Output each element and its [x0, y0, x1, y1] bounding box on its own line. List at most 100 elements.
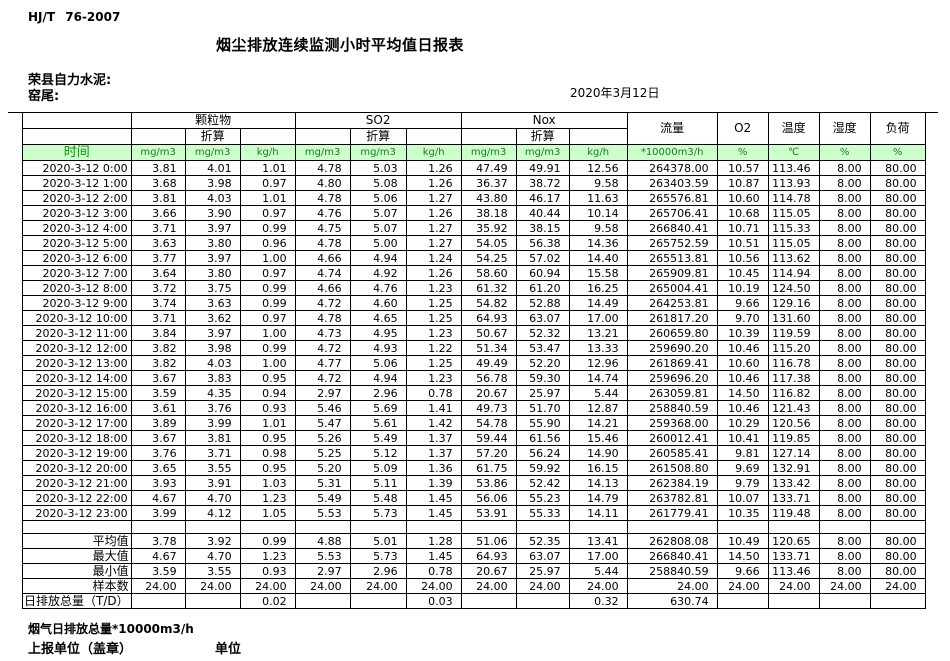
value-cell: 1.23: [405, 370, 462, 386]
value-cell: 5.53: [294, 505, 351, 521]
value-cell: 80.00: [869, 265, 926, 281]
value-cell: [818, 593, 871, 609]
value-cell: 259696.20: [626, 370, 718, 386]
unit-cell: mg/m3: [349, 144, 407, 161]
value-cell: 1.27: [405, 220, 462, 236]
value-cell: 4.73: [294, 325, 351, 341]
value-cell: 59.30: [515, 370, 570, 386]
value-cell: 5.73: [349, 548, 407, 564]
value-cell: 80.00: [869, 370, 926, 386]
value-cell: 17.00: [568, 310, 628, 326]
value-cell: 1.25: [405, 295, 462, 311]
value-cell: 1.03: [239, 475, 296, 491]
value-cell: 8.00: [818, 325, 871, 341]
time-cell: 2020-3-12 22:00: [22, 490, 132, 506]
time-cell: 2020-3-12 11:00: [22, 325, 132, 341]
value-cell: 10.46: [716, 400, 769, 416]
value-cell: 4.77: [294, 355, 351, 371]
value-cell: 80.00: [869, 490, 926, 506]
value-cell: 4.80: [294, 175, 351, 191]
value-cell: 259690.20: [626, 340, 718, 356]
value-cell: 15.58: [568, 265, 628, 281]
value-cell: 61.32: [460, 280, 517, 296]
value-cell: 36.37: [460, 175, 517, 191]
value-cell: 4.66: [294, 280, 351, 296]
value-cell: 258840.59: [626, 400, 718, 416]
value-cell: 56.78: [460, 370, 517, 386]
value-cell: 3.67: [130, 370, 186, 386]
reporting-unit-label: 上报单位（盖章）: [28, 642, 133, 657]
value-cell: 260585.41: [626, 445, 718, 461]
value-cell: 38.72: [515, 175, 570, 191]
value-cell: 56.38: [515, 235, 570, 251]
value-cell: 8.00: [818, 190, 871, 206]
unit-cell: mg/m3: [515, 144, 570, 161]
value-cell: 1.26: [405, 205, 462, 221]
value-cell: 15.46: [568, 430, 628, 446]
value-cell: 0.95: [239, 430, 296, 446]
summary-label: 平均值: [22, 533, 132, 549]
value-cell: 3.89: [130, 415, 186, 431]
table-row: 2020-3-12 1:00 3.68 3.98 0.97 4.80 5.08 1.26 36…: [22, 175, 926, 191]
value-cell: 3.81: [130, 160, 186, 176]
value-cell: 13.41: [568, 533, 628, 549]
value-cell: 61.75: [460, 460, 517, 476]
value-cell: 10.87: [716, 175, 769, 191]
value-cell: 4.70: [184, 548, 241, 564]
value-cell: 3.83: [184, 370, 241, 386]
value-cell: 8.00: [818, 505, 871, 521]
value-cell: 132.91: [767, 460, 820, 476]
value-cell: 8.00: [818, 475, 871, 491]
value-cell: 4.12: [184, 505, 241, 521]
value-cell: 3.82: [130, 340, 186, 356]
value-cell: 1.23: [405, 325, 462, 341]
time-cell: 2020-3-12 18:00: [22, 430, 132, 446]
value-cell: 3.99: [184, 415, 241, 431]
value-cell: 1.01: [239, 160, 296, 176]
value-cell: 3.71: [130, 220, 186, 236]
value-cell: 80.00: [869, 295, 926, 311]
value-cell: 0.99: [239, 295, 296, 311]
value-cell: 4.66: [294, 250, 351, 266]
value-cell: 54.25: [460, 250, 517, 266]
value-cell: 52.32: [515, 325, 570, 341]
value-cell: 115.05: [767, 205, 820, 221]
value-cell: 80.00: [869, 355, 926, 371]
table-row: 2020-3-12 14:00 3.67 3.83 0.95 4.72 4.94 1.23 5…: [22, 370, 926, 386]
value-cell: 80.00: [869, 415, 926, 431]
value-cell: 133.42: [767, 475, 820, 491]
value-cell: 80.00: [869, 325, 926, 341]
value-cell: 3.98: [184, 175, 241, 191]
value-cell: 8.00: [818, 563, 871, 579]
value-cell: 24.00: [818, 578, 871, 594]
unit-cell: mg/m3: [460, 144, 517, 161]
value-cell: 13.21: [568, 325, 628, 341]
value-cell: 0.99: [239, 280, 296, 296]
group-humidity: 湿度: [818, 112, 871, 145]
value-cell: 2.97: [294, 563, 351, 579]
value-cell: 56.06: [460, 490, 517, 506]
value-cell: 55.33: [515, 505, 570, 521]
value-cell: 133.71: [767, 490, 820, 506]
value-cell: 8.00: [818, 235, 871, 251]
value-cell: 14.50: [716, 385, 769, 401]
value-cell: 261779.41: [626, 505, 718, 521]
value-cell: 265004.41: [626, 280, 718, 296]
value-cell: 64.93: [460, 310, 517, 326]
value-cell: 3.63: [184, 295, 241, 311]
value-cell: 0.02: [239, 593, 296, 609]
value-cell: 10.60: [716, 190, 769, 206]
value-cell: 5.12: [349, 445, 407, 461]
value-cell: 4.94: [349, 250, 407, 266]
unit-cell: mg/m3: [130, 144, 186, 161]
value-cell: 1.27: [405, 235, 462, 251]
value-cell: 1.45: [405, 548, 462, 564]
value-cell: 10.39: [716, 325, 769, 341]
value-cell: 16.15: [568, 460, 628, 476]
value-cell: 3.82: [130, 355, 186, 371]
value-cell: 4.78: [294, 235, 351, 251]
value-cell: 5.46: [294, 400, 351, 416]
unit-cell: mg/m3: [294, 144, 351, 161]
value-cell: 8.00: [818, 385, 871, 401]
value-cell: 51.06: [460, 533, 517, 549]
